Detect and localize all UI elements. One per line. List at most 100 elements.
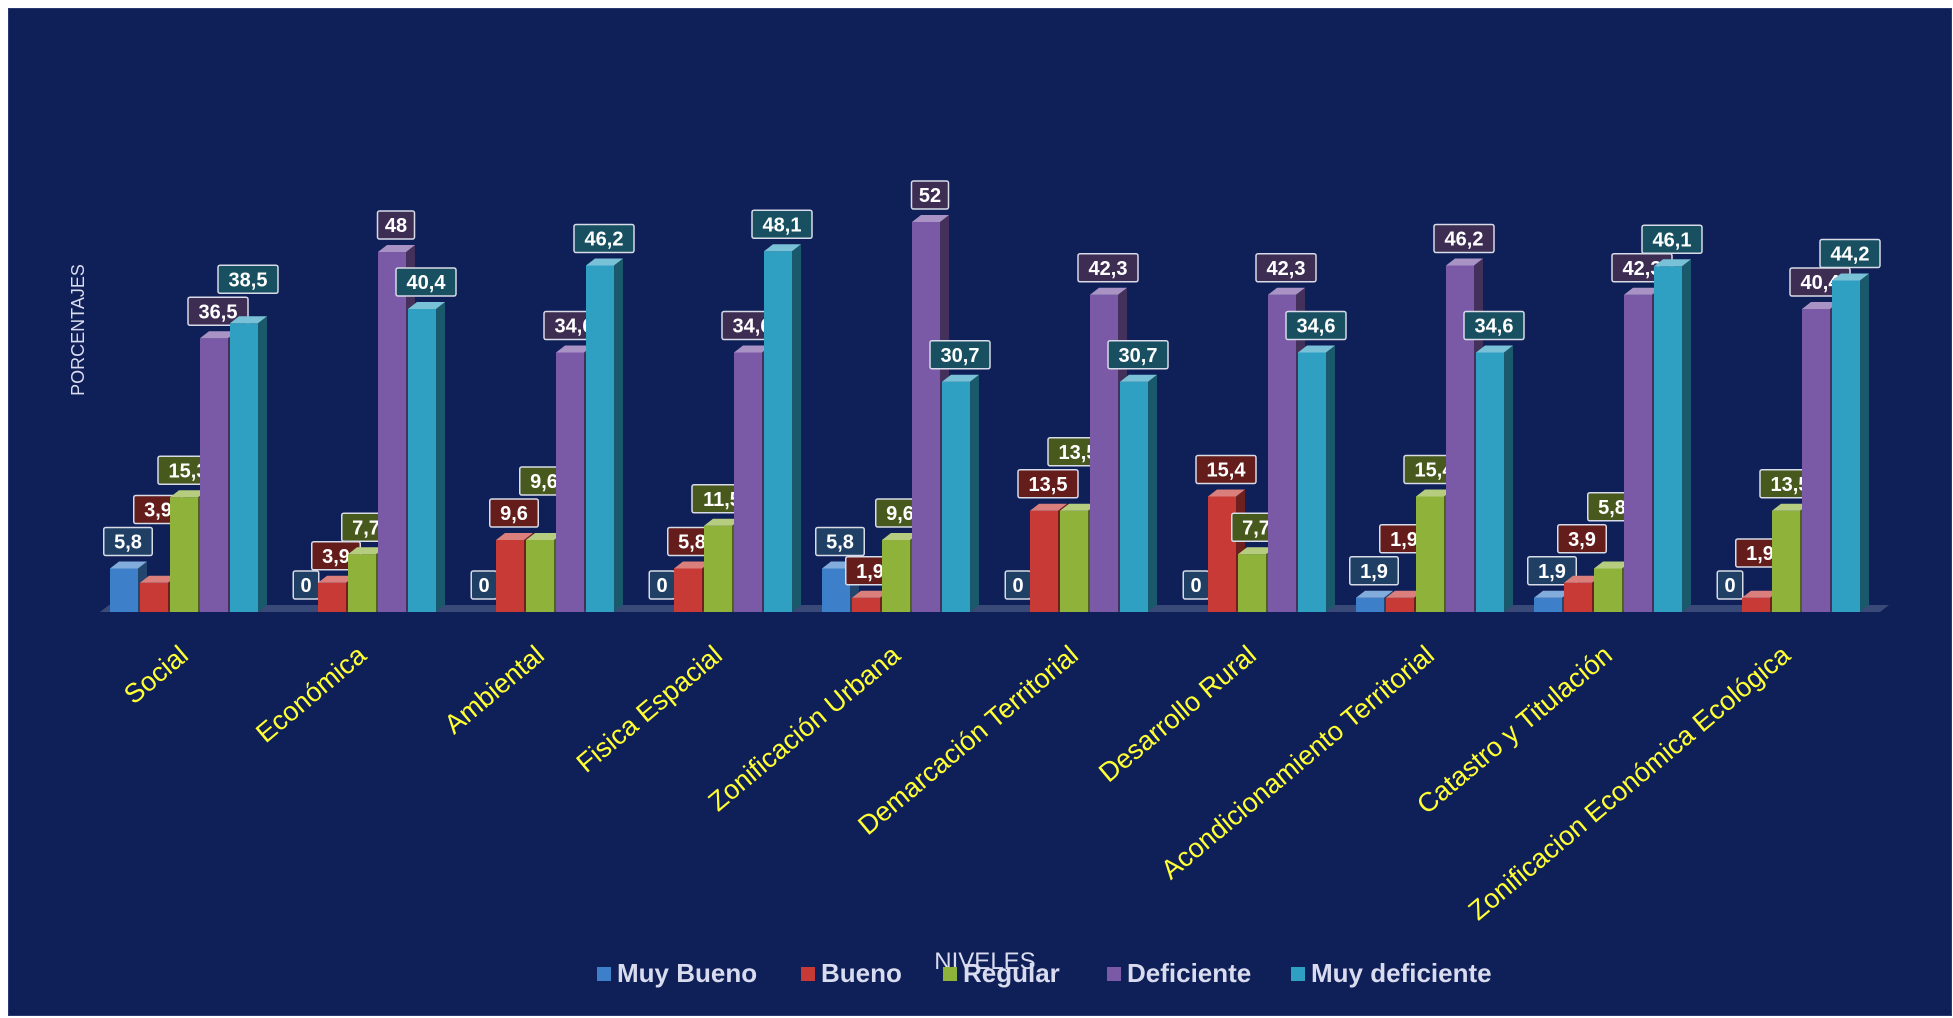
data-label: 46,2 [573, 223, 635, 254]
data-label-text: 3,9 [322, 546, 350, 568]
data-label-text: 5,8 [114, 532, 142, 554]
data-label: 30,7 [929, 340, 991, 370]
bar-side [436, 302, 445, 612]
data-label-text: 1,9 [856, 561, 884, 583]
data-label-text: 0 [300, 575, 311, 597]
legend-swatch [1107, 967, 1121, 981]
bar-top [1298, 345, 1335, 353]
data-label-text: 5,8 [1598, 497, 1626, 519]
bar-front [1802, 309, 1830, 612]
category-label: Económica [250, 639, 372, 748]
bar-top [348, 547, 385, 555]
data-label-text: 42,3 [1267, 258, 1306, 280]
data-label-box [1557, 524, 1607, 554]
bar [764, 244, 801, 612]
category-label: Desarrollo Rural [1093, 640, 1262, 788]
data-label-text: 42,3 [1623, 258, 1662, 280]
data-label: 36,5 [187, 296, 249, 326]
data-label-text: 40,4 [1801, 272, 1841, 294]
bar-top [912, 215, 949, 222]
data-label-text: 13,5 [1771, 474, 1810, 496]
bar-top [1594, 561, 1631, 569]
bar-top [140, 575, 177, 583]
category-label: Social [118, 640, 194, 710]
bar-front [882, 540, 910, 612]
bar [1120, 374, 1157, 612]
bar-front [1564, 582, 1592, 612]
data-label-box [815, 526, 865, 557]
data-label: 42,3 [1255, 253, 1317, 283]
data-label-text: 34,6 [1475, 316, 1514, 338]
bar-top [408, 302, 445, 309]
bar-side [1504, 345, 1513, 612]
bar-front [852, 597, 880, 612]
data-label: 15,4 [1195, 454, 1257, 485]
data-label-box [1017, 469, 1079, 499]
data-label: 48 [376, 210, 416, 240]
bar-front [1594, 568, 1622, 612]
bars-group: 5,83,915,336,538,503,97,74840,409,69,634… [103, 180, 1881, 612]
legend-item: Regular [943, 958, 1060, 988]
data-label-text: 46,1 [1653, 229, 1692, 251]
data-label: 0 [470, 570, 498, 600]
data-label-text: 11,5 [703, 489, 741, 511]
legend-label: Regular [963, 958, 1060, 988]
data-label-box [910, 180, 950, 210]
legend-swatch [597, 967, 611, 981]
bar-side [1860, 273, 1869, 612]
bar-front [230, 323, 258, 612]
bar [1298, 345, 1335, 612]
data-label-text: 7,7 [352, 517, 380, 539]
data-label-box [395, 267, 457, 297]
data-label-box [1463, 310, 1525, 341]
data-label-text: 3,9 [144, 500, 172, 522]
legend-item: Deficiente [1107, 958, 1251, 988]
data-label: 3,9 [1557, 524, 1607, 554]
bar-front [1476, 352, 1504, 612]
bar-side [792, 244, 801, 612]
legend-swatch [801, 967, 815, 981]
legend-label: Deficiente [1127, 958, 1251, 988]
data-label: 0 [1182, 570, 1210, 600]
data-label-box [1716, 570, 1744, 600]
data-label-text: 0 [1012, 575, 1023, 597]
data-label-text: 30,7 [941, 345, 980, 367]
data-label: 1,9 [1349, 556, 1399, 586]
legend-label: Muy deficiente [1311, 958, 1492, 988]
data-label: 1,9 [1527, 556, 1577, 586]
bar-front [526, 540, 554, 612]
category-label: Catastro y Titulación [1411, 640, 1618, 820]
data-label-text: 30,7 [1119, 345, 1158, 367]
data-label-text: 15,4 [1415, 460, 1455, 482]
bar-top [852, 590, 889, 598]
data-label-box [1819, 238, 1881, 269]
data-label-text: 42,3 [1089, 258, 1128, 280]
bar-top [1534, 590, 1571, 598]
data-label: 42,3 [1077, 253, 1139, 283]
bar-top [764, 244, 801, 252]
data-label: 0 [648, 570, 676, 600]
data-label-text: 34,6 [733, 316, 772, 338]
data-label-text: 5,8 [678, 532, 706, 554]
data-label-text: 48,1 [763, 214, 802, 236]
bar-front [408, 309, 436, 612]
legend-label: Bueno [821, 958, 902, 988]
bar-top [704, 518, 741, 526]
bar-front [1298, 352, 1326, 612]
data-label-text: 0 [478, 575, 489, 597]
y-axis-title: PORCENTAJES [68, 264, 88, 396]
data-label: 40,4 [395, 267, 457, 297]
bar-top [586, 258, 623, 266]
bar-front [1238, 554, 1266, 612]
bar-front [110, 568, 138, 612]
bar-top [882, 533, 919, 540]
bar-front [1654, 266, 1682, 612]
bar-front [170, 497, 198, 612]
bar-top [1772, 503, 1809, 511]
data-label-box [1107, 340, 1169, 370]
data-label-text: 0 [1190, 575, 1201, 597]
bar-top [1446, 258, 1483, 266]
bar [230, 316, 267, 612]
bar-front [1772, 510, 1800, 612]
legend-item: Muy Bueno [597, 958, 757, 988]
